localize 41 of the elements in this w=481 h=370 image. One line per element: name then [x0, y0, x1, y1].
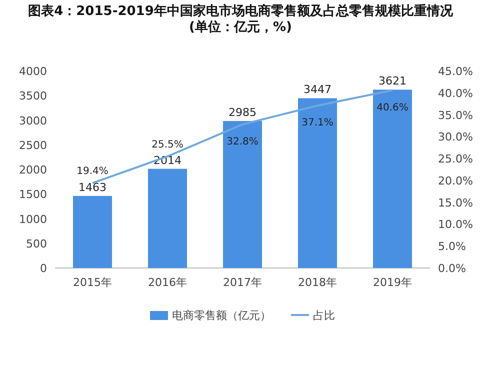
- legend-label: 电商零售额（亿元）: [172, 309, 271, 322]
- bar: [373, 90, 412, 268]
- bar: [298, 98, 337, 268]
- y-tick-label: 3000: [19, 114, 47, 128]
- data-label: 2985: [228, 106, 256, 119]
- y2-tick-label: 20.0%: [438, 174, 473, 188]
- y2-tick-label: 45.0%: [438, 65, 473, 78]
- data-label: 3621: [378, 74, 406, 88]
- y2-tick-label: 40.0%: [438, 86, 473, 100]
- data-label: 3447: [304, 83, 332, 96]
- y2-tick-label: 30.0%: [438, 130, 473, 144]
- y-tick-label: 2000: [19, 164, 47, 176]
- y2-tick-label: 0.0%: [438, 262, 466, 275]
- x-tick-label: 2018年: [298, 276, 337, 289]
- y-tick-label: 500: [26, 237, 47, 250]
- chart-title: 图表4：2015-2019年中国家电市场电商零售额及占总零售规模比重情况(单位：亿元，%): [27, 4, 454, 36]
- y-tick-label: 2500: [19, 138, 47, 152]
- bar: [73, 196, 112, 268]
- bar: [148, 168, 187, 268]
- data-label: 25.5%: [152, 139, 184, 150]
- x-tick-label: 2016年: [148, 276, 187, 289]
- x-tick-label: 2015年: [73, 276, 112, 289]
- data-label: 19.4%: [76, 166, 108, 178]
- y2-tick-label: 25.0%: [438, 152, 473, 166]
- y-tick-label: 1500: [19, 188, 47, 202]
- data-label: 32.8%: [226, 136, 258, 148]
- x-tick-label: 2019年: [373, 276, 412, 289]
- y-tick-label: 0: [40, 262, 47, 275]
- y2-tick-label: 5.0%: [438, 240, 466, 254]
- y2-tick-label: 10.0%: [438, 218, 473, 232]
- y2-tick-label: 35.0%: [438, 108, 473, 122]
- y-tick-label: 1000: [19, 212, 47, 226]
- data-label: 40.6%: [376, 102, 408, 114]
- y-tick-label: 4000: [19, 65, 47, 78]
- y-tick-label: 3500: [19, 90, 47, 103]
- x-tick-label: 2017年: [223, 276, 262, 289]
- y2-tick-label: 15.0%: [438, 196, 473, 210]
- data-label: 1463: [78, 180, 106, 194]
- data-label: 37.1%: [302, 118, 334, 129]
- bar: [223, 120, 262, 268]
- legend-label: 占比: [313, 309, 335, 322]
